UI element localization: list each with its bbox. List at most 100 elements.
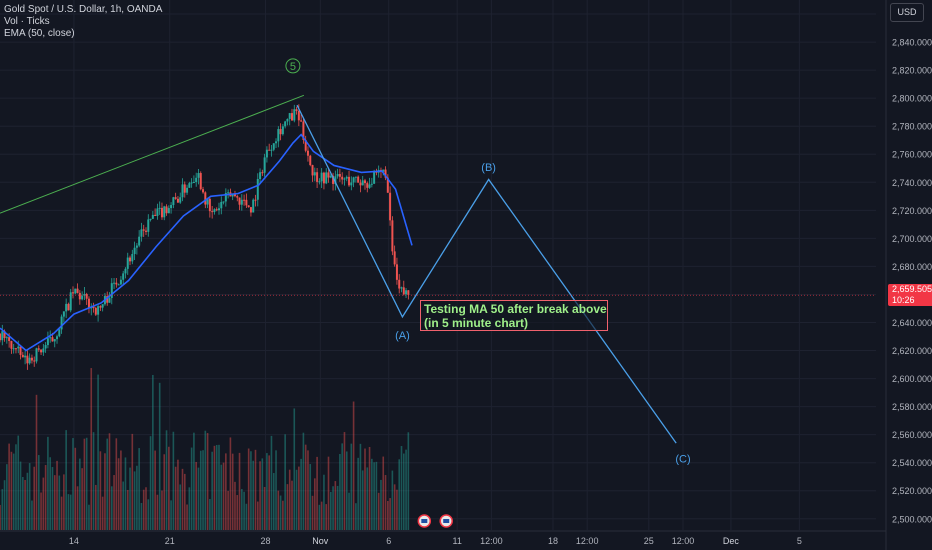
candle-body <box>302 121 305 140</box>
volume-bar <box>12 453 15 530</box>
volume-bar <box>323 474 325 530</box>
candle-body <box>167 208 170 214</box>
volume-bar <box>250 451 252 530</box>
volume-bar <box>402 453 405 530</box>
time-axis-label: 6 <box>386 536 391 546</box>
volume-bar <box>174 466 177 530</box>
volume-bar <box>88 504 90 530</box>
time-axis-label: Nov <box>312 536 329 546</box>
candle-body <box>0 333 1 341</box>
volume-bar <box>15 444 17 530</box>
price-axis-label: 2,720.000 <box>892 206 932 216</box>
time-axis-label: 12:00 <box>480 536 503 546</box>
volume-bar <box>247 448 250 530</box>
volume-bar <box>211 451 213 530</box>
volume-bar <box>42 477 45 530</box>
volume-bar <box>238 452 241 530</box>
event-flag-stripe <box>421 519 428 523</box>
price-axis-label: 2,680.000 <box>892 262 932 272</box>
candle-body <box>393 251 396 265</box>
candle-body <box>300 120 303 122</box>
candle-body <box>366 183 369 188</box>
volume-bar <box>277 490 280 530</box>
volume-bar <box>245 503 248 530</box>
time-axis-label: 14 <box>69 536 79 546</box>
price-axis-label: 2,540.000 <box>892 458 932 468</box>
volume-bar <box>293 408 296 530</box>
candle-body <box>368 184 371 188</box>
volume-bar <box>31 500 33 530</box>
candle-body <box>293 109 296 121</box>
candle-body <box>284 121 287 127</box>
candle-body <box>40 349 43 353</box>
volume-bar <box>165 430 168 530</box>
volume-bar <box>117 458 120 530</box>
symbol-title[interactable]: Gold Spot / U.S. Dollar, 1h, OANDA <box>4 4 163 15</box>
time-axis-label: 12:00 <box>672 536 695 546</box>
candle-body <box>12 348 15 350</box>
candle-body <box>261 172 264 174</box>
volume-bar <box>234 481 236 530</box>
candle-body <box>37 348 40 350</box>
time-axis-label: 11 <box>452 536 461 546</box>
candle-body <box>348 176 351 186</box>
candle-body <box>28 357 31 364</box>
candle-body <box>183 184 186 193</box>
candle-body <box>42 348 45 353</box>
volume-bar <box>213 445 216 530</box>
candle-body <box>14 348 17 350</box>
candle-body <box>145 230 147 232</box>
candle-body <box>24 355 27 358</box>
candle-body <box>247 205 250 208</box>
volume-bar <box>74 447 77 530</box>
candle-body <box>400 287 403 289</box>
candle-body <box>343 178 346 180</box>
volume-bar <box>202 450 204 530</box>
candle-body <box>233 193 236 197</box>
candle-body <box>329 175 332 178</box>
candle-body <box>272 143 275 150</box>
volume-bar <box>124 457 127 530</box>
volume-bar <box>304 444 307 530</box>
volume-bar <box>371 458 373 530</box>
candle-body <box>8 337 11 341</box>
volume-bar <box>156 494 159 530</box>
volume-bar <box>129 467 131 530</box>
volume-bar <box>163 454 166 530</box>
candle-body <box>208 198 211 212</box>
wave-label: (A) <box>395 330 410 342</box>
volume-bar <box>131 433 134 530</box>
volume-bar <box>270 435 273 530</box>
candle-body <box>306 150 309 156</box>
volume-bar <box>63 474 65 530</box>
volume-bar <box>199 450 202 530</box>
volume-bar <box>336 485 339 530</box>
volume-bar <box>172 431 175 530</box>
volume-bar <box>83 438 86 530</box>
candle-body <box>142 229 145 231</box>
volume-bar <box>259 461 261 530</box>
volume-bar <box>97 374 99 530</box>
candle-body <box>405 290 408 295</box>
volume-bar <box>229 437 232 530</box>
volume-bar <box>236 495 239 530</box>
volume-indicator-label[interactable]: Vol · Ticks <box>4 16 50 27</box>
volume-bar <box>375 461 378 530</box>
annotation-box[interactable]: Testing MA 50 after break above (in 5 mi… <box>420 300 608 331</box>
volume-bar <box>348 492 350 530</box>
candle-body <box>334 176 337 184</box>
volume-bar <box>350 443 353 530</box>
candle-body <box>151 214 154 219</box>
currency-button[interactable]: USD <box>890 3 924 22</box>
volume-bar <box>1 489 4 530</box>
volume-bar <box>106 438 109 530</box>
ema-indicator-label[interactable]: EMA (50, close) <box>4 28 75 39</box>
volume-bar <box>51 467 54 530</box>
candle-body <box>176 198 179 203</box>
volume-bar <box>357 457 359 530</box>
volume-bar <box>286 484 289 530</box>
candle-body <box>44 345 47 349</box>
volume-bar <box>343 432 346 530</box>
price-axis-label: 2,640.000 <box>892 318 932 328</box>
